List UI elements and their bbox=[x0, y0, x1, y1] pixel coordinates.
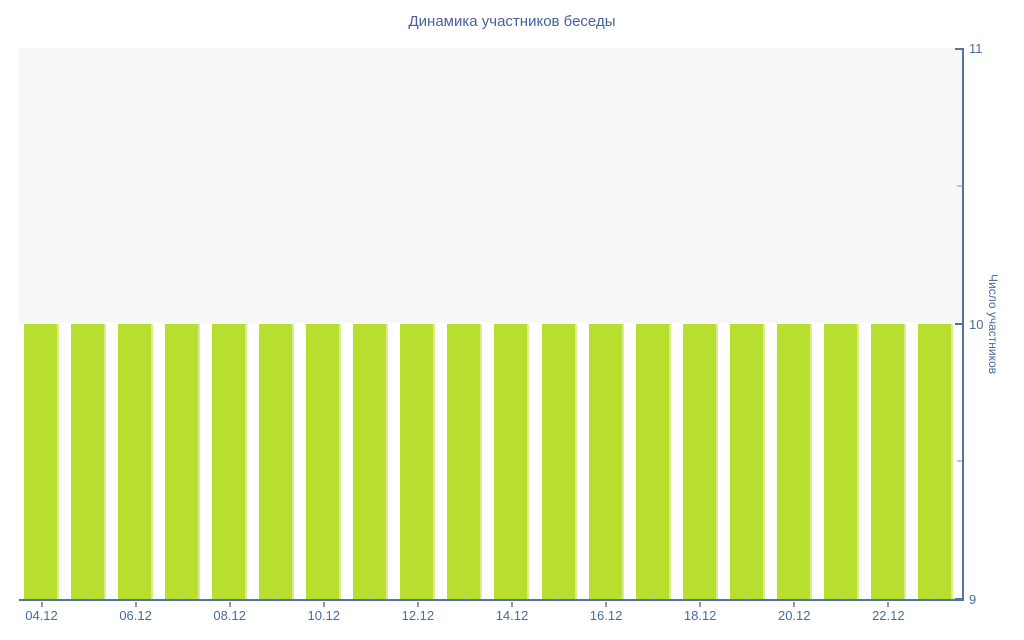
bar-07.12[interactable] bbox=[165, 323, 201, 599]
x-tick-label: 22.12 bbox=[872, 608, 905, 623]
x-axis-tick bbox=[510, 602, 513, 607]
bar-17.12[interactable] bbox=[635, 323, 671, 599]
x-axis-minor-tick bbox=[275, 596, 278, 599]
x-axis-tick bbox=[887, 602, 890, 607]
x-tick-label: 10.12 bbox=[307, 608, 341, 623]
x-axis-tick bbox=[134, 602, 137, 607]
bar-slot: 06.12 bbox=[118, 48, 154, 623]
bar-slot: 16.12 bbox=[588, 48, 624, 623]
x-axis-tick bbox=[228, 602, 231, 607]
bar-slot: 10.12 bbox=[306, 48, 342, 623]
x-axis-minor-tick bbox=[463, 596, 466, 599]
bar-20.12[interactable] bbox=[776, 323, 812, 599]
bar-slot: 22.12 bbox=[870, 48, 906, 623]
bar-slot bbox=[729, 48, 765, 599]
x-axis-tick bbox=[40, 602, 43, 607]
x-tick-label: 18.12 bbox=[683, 608, 717, 623]
bar-slot bbox=[635, 48, 671, 599]
y-tick-labels: 11 10 9 bbox=[969, 41, 1009, 607]
bar-21.12[interactable] bbox=[823, 323, 859, 599]
bar-12.12[interactable] bbox=[400, 323, 436, 599]
bar-06.12[interactable] bbox=[118, 323, 154, 599]
bar-09.12[interactable] bbox=[259, 323, 295, 599]
bar-10.12[interactable] bbox=[306, 323, 342, 599]
bar-23.12[interactable] bbox=[917, 323, 953, 599]
bar-slot bbox=[823, 48, 859, 599]
bar-22.12[interactable] bbox=[870, 323, 906, 599]
x-axis-line bbox=[19, 599, 964, 601]
x-axis-minor-tick bbox=[840, 596, 843, 599]
bar-08.12[interactable] bbox=[212, 323, 248, 599]
x-axis-minor-tick bbox=[746, 596, 749, 599]
x-axis-tick bbox=[699, 602, 702, 607]
bar-14.12[interactable] bbox=[494, 323, 530, 599]
x-axis-minor-tick bbox=[181, 596, 184, 599]
x-tick-label: 20.12 bbox=[777, 608, 811, 623]
bar-slot: 20.12 bbox=[776, 48, 812, 623]
bar-slot: 04.12 bbox=[24, 48, 59, 623]
bar-slot bbox=[71, 48, 107, 599]
x-axis-minor-tick bbox=[558, 596, 561, 599]
x-axis-minor-tick bbox=[652, 596, 655, 599]
bars-container: 04.12 06.12 08.12 10.12 12.12 14.12 16.12 18.12… bbox=[24, 48, 953, 623]
x-axis-tick bbox=[605, 602, 608, 607]
bar-18.12[interactable] bbox=[682, 323, 718, 599]
y-tick-label: 11 bbox=[969, 41, 983, 56]
x-axis-tick bbox=[416, 602, 419, 607]
chart-title: Динамика участников беседы bbox=[408, 13, 616, 30]
bar-11.12[interactable] bbox=[353, 323, 389, 599]
bar-slot: 08.12 bbox=[212, 48, 248, 623]
bar-19.12[interactable] bbox=[729, 323, 765, 599]
x-tick-label: 12.12 bbox=[401, 608, 435, 623]
x-tick-label: 16.12 bbox=[589, 608, 623, 623]
y-tick-label: 9 bbox=[969, 592, 977, 607]
x-axis-minor-tick bbox=[87, 596, 90, 599]
x-tick-label: 08.12 bbox=[213, 608, 246, 623]
x-axis-minor-tick bbox=[934, 596, 937, 599]
x-axis-minor-tick bbox=[369, 596, 372, 599]
x-tick-label: 04.12 bbox=[25, 608, 58, 623]
x-tick-label: 06.12 bbox=[119, 608, 152, 623]
bar-slot bbox=[541, 48, 577, 599]
bar-slot bbox=[259, 48, 295, 599]
bar-16.12[interactable] bbox=[588, 323, 624, 599]
y-axis-title: Число участников bbox=[986, 274, 1000, 375]
y-tick-label: 10 bbox=[969, 316, 984, 332]
bar-slot: 14.12 bbox=[494, 48, 530, 623]
plot-area: 04.12 06.12 08.12 10.12 12.12 14.12 16.12 18.12… bbox=[19, 48, 964, 623]
bar-slot bbox=[353, 48, 389, 599]
bar-slot bbox=[165, 48, 201, 599]
x-axis-tick bbox=[322, 602, 325, 607]
bar-13.12[interactable] bbox=[447, 323, 483, 599]
bar-15.12[interactable] bbox=[541, 323, 577, 599]
bar-slot: 12.12 bbox=[400, 48, 436, 623]
bar-slot bbox=[447, 48, 483, 599]
x-tick-label: 14.12 bbox=[495, 608, 529, 623]
bar-slot: 18.12 bbox=[682, 48, 718, 623]
bar-04.12[interactable] bbox=[24, 323, 59, 599]
bar-slot bbox=[917, 48, 953, 599]
upper-band bbox=[19, 48, 962, 323]
bar-05.12[interactable] bbox=[71, 323, 107, 599]
x-axis-tick bbox=[793, 602, 796, 607]
y-axis-line bbox=[962, 48, 964, 601]
